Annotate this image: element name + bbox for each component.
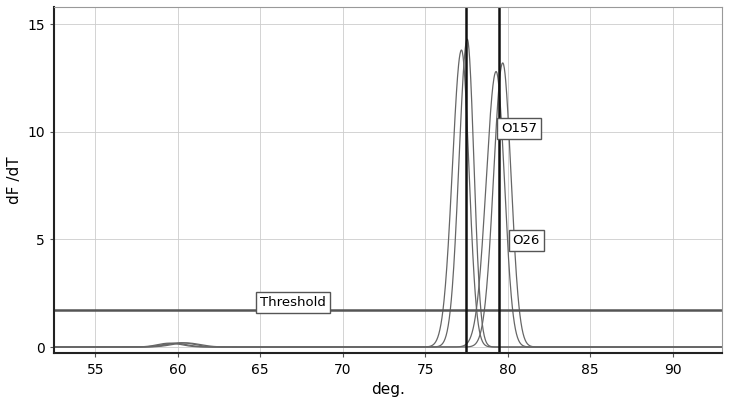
Text: Threshold: Threshold [260,297,326,309]
Text: O157: O157 [501,122,537,135]
Text: O26: O26 [512,234,540,247]
Y-axis label: dF /dT: dF /dT [7,156,22,204]
X-axis label: deg.: deg. [371,382,405,397]
